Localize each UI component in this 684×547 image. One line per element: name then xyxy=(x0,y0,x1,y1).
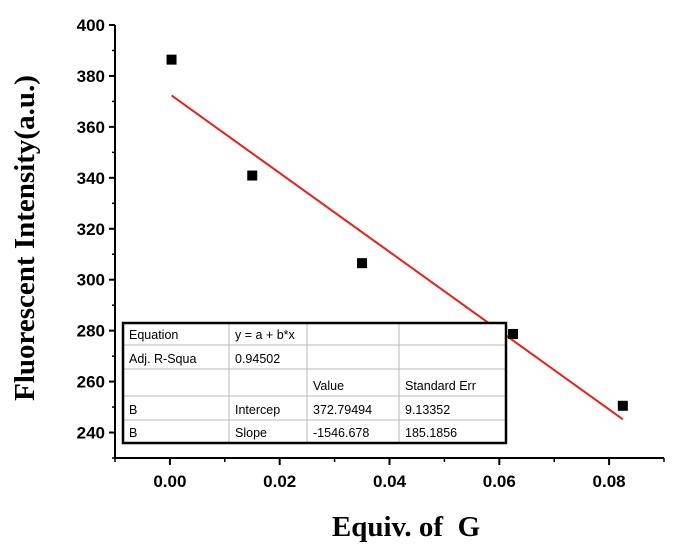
y-tick-label: 300 xyxy=(77,271,105,290)
fit-table-cell: -1546.678 xyxy=(313,426,369,440)
fit-table-cell: Adj. R-Squa xyxy=(129,352,196,366)
y-tick-label: 280 xyxy=(77,322,105,341)
x-tick-label: 0.04 xyxy=(373,472,407,491)
x-tick-label: 0.06 xyxy=(483,472,516,491)
fit-table-cell: Intercep xyxy=(235,403,280,417)
data-point xyxy=(617,400,628,411)
x-tick-label: 0.02 xyxy=(263,472,296,491)
fit-table: Equation y = a + b*x Adj. R-Squa 0.94502 Val… xyxy=(121,321,508,445)
y-tick-label: 240 xyxy=(77,424,105,443)
data-point xyxy=(247,170,258,181)
x-tick-label: 0.08 xyxy=(593,472,626,491)
y-tick-label: 340 xyxy=(77,169,105,188)
fit-table-cell: Standard Err xyxy=(405,379,476,393)
fit-table-border xyxy=(121,321,508,445)
fit-table-cell: B xyxy=(129,426,137,440)
x-tick-label: 0.00 xyxy=(153,472,186,491)
y-axis-title: Fluorescent Intensity(a.u.) xyxy=(9,75,41,401)
fit-table-background xyxy=(123,323,506,443)
fit-table-cell: 185.1856 xyxy=(405,426,457,440)
y-tick-label: 260 xyxy=(77,373,105,392)
y-tick-label: 360 xyxy=(77,118,105,137)
plot-area: 240 260 280 300 320 340 360 380 400 0.00 0.02 0.04 0… xyxy=(77,16,665,491)
y-tick-label: 380 xyxy=(77,67,105,86)
fit-table-cell: 0.94502 xyxy=(235,352,280,366)
fit-table-cell: Slope xyxy=(235,426,267,440)
fit-line xyxy=(170,94,624,421)
data-point xyxy=(166,54,177,65)
fit-table-cell: Value xyxy=(313,379,344,393)
x-axis-title: Equiv. of G xyxy=(332,511,480,543)
fit-table-cell: 372.79494 xyxy=(313,403,372,417)
y-tick-label: 320 xyxy=(77,220,105,239)
fit-table-cell: B xyxy=(129,403,137,417)
y-tick-label: 400 xyxy=(77,16,105,35)
data-point xyxy=(357,258,368,269)
data-point xyxy=(508,328,519,339)
fit-table-cell: y = a + b*x xyxy=(235,328,296,342)
fit-table-cell: 9.13352 xyxy=(405,403,450,417)
fit-table-cell: Equation xyxy=(129,328,178,342)
